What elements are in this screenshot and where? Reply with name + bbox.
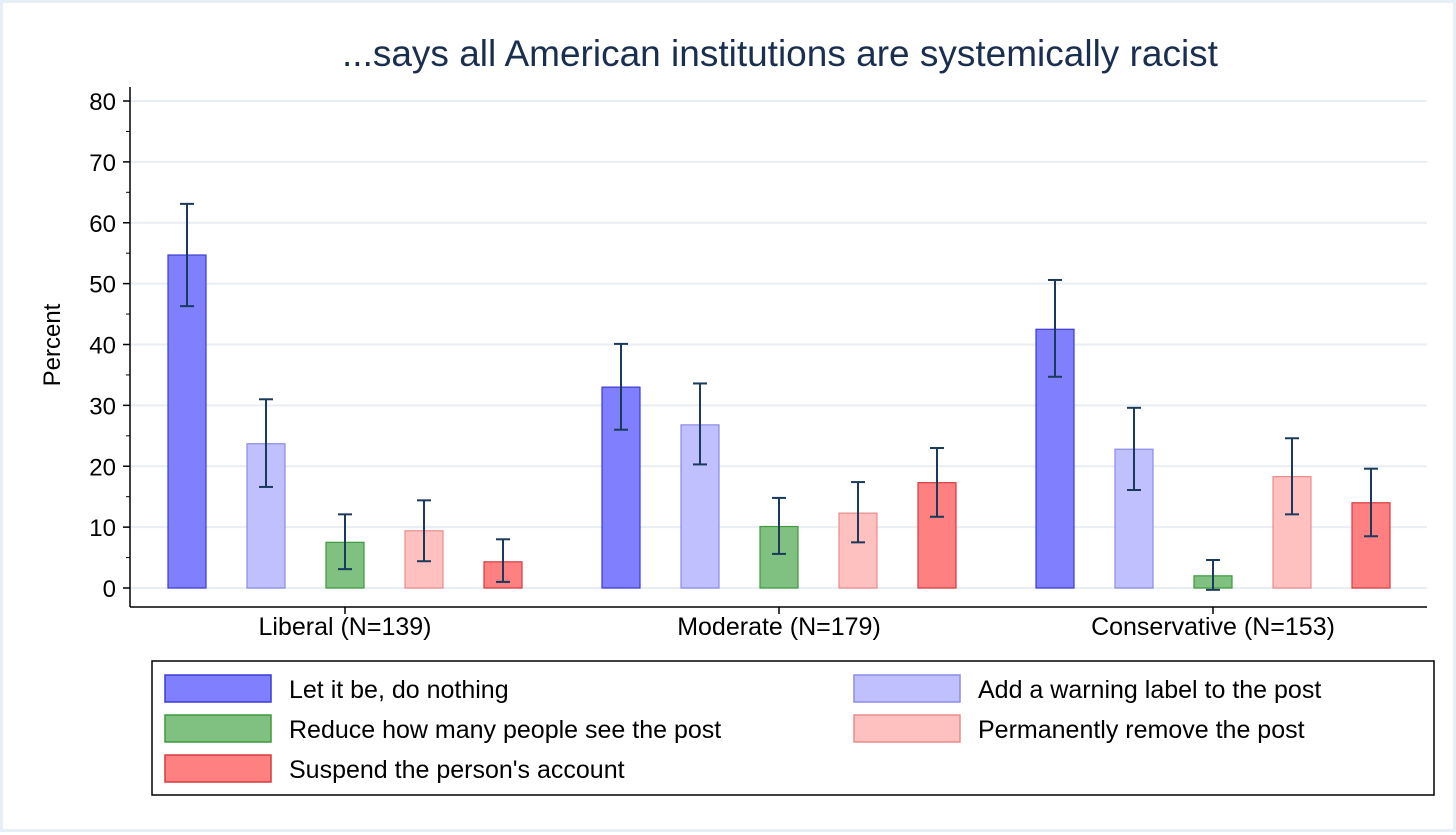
- y-axis-label: Percent: [39, 303, 66, 386]
- legend-swatch-2-1: [164, 714, 272, 743]
- y-tick-label-20: 20: [89, 454, 116, 481]
- x-tick-label-1: Liberal (N=139): [258, 613, 431, 641]
- grid-lines: [130, 100, 1427, 589]
- chart-title: ...says all American institutions are sy…: [342, 33, 1219, 74]
- axes: 0 10 20 30 40 50 60 70 80 Liberal (N=139) Moderate…: [89, 87, 1427, 641]
- y-tick-label-70: 70: [89, 150, 116, 177]
- legend-swatch-1-1: [164, 674, 272, 703]
- legend-label-2-2: Permanently remove the post: [978, 716, 1305, 744]
- y-tick-label-50: 50: [89, 272, 116, 299]
- bar-chart: ...says all American institutions are sy…: [39, 33, 1435, 796]
- x-tick-label-2: Moderate (N=179): [677, 613, 881, 641]
- legend-swatch-3-1: [164, 754, 272, 783]
- legend-box: [151, 660, 1435, 796]
- legend-label-3-1: Suspend the person's account: [289, 756, 625, 784]
- y-tick-label-30: 30: [89, 393, 116, 420]
- bars: [167, 254, 1391, 589]
- y-tick-label-0: 0: [103, 576, 116, 603]
- y-tick-label-80: 80: [89, 89, 116, 116]
- y-tick-label-60: 60: [89, 211, 116, 238]
- error-bars: [180, 202, 1378, 591]
- legend: Let it be, do nothing Add a warning label…: [151, 660, 1435, 796]
- bar-1-1: [167, 254, 207, 589]
- legend-label-1-2: Add a warning label to the post: [978, 676, 1321, 704]
- x-tick-label-3: Conservative (N=153): [1091, 613, 1335, 641]
- legend-swatch-1-2: [853, 674, 961, 703]
- y-tick-label-10: 10: [89, 515, 116, 542]
- legend-swatch-2-2: [853, 714, 961, 743]
- y-tick-label-40: 40: [89, 333, 116, 360]
- legend-label-1-1: Let it be, do nothing: [289, 676, 509, 704]
- legend-label-2-1: Reduce how many people see the post: [289, 716, 721, 744]
